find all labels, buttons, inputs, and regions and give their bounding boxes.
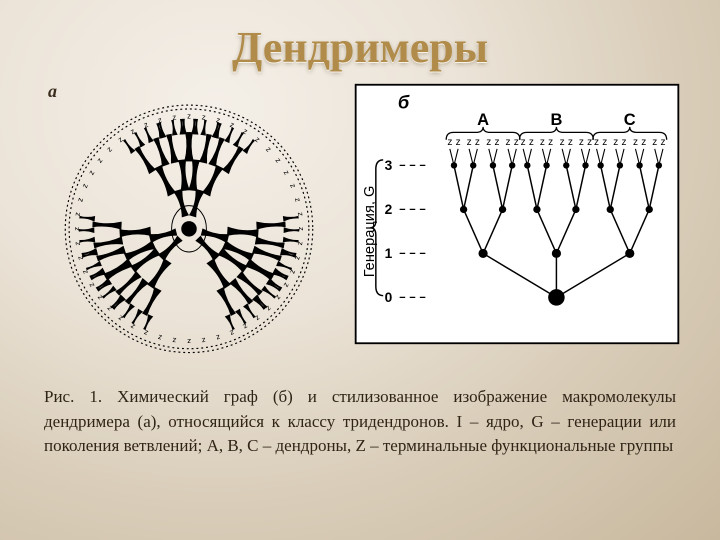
svg-text:z: z [187,112,191,121]
svg-text:z: z [215,333,221,343]
svg-text:z: z [187,337,191,346]
svg-text:z: z [75,197,85,203]
svg-text:z: z [142,328,149,338]
svg-text:z: z [548,137,553,148]
figure-caption: Рис. 1. Химический граф (б) и стилизован… [44,385,676,459]
svg-text:z: z [293,197,303,203]
svg-text:A: A [477,111,489,129]
svg-text:3: 3 [385,158,393,173]
svg-text:z: z [579,137,584,148]
panel-a: а zzzzzzzzzzzzzzzzzzzzzzzzzzzzzzzzzzzzzz… [44,79,334,369]
svg-text:z: z [105,145,114,154]
svg-text:z: z [587,137,592,148]
svg-text:z: z [560,137,565,148]
svg-text:z: z [594,137,599,148]
svg-text:z: z [506,137,511,148]
svg-text:z: z [568,137,573,148]
svg-text:z: z [282,281,292,289]
svg-text:z: z [613,137,618,148]
svg-text:0: 0 [385,290,393,305]
svg-text:z: z [172,336,177,345]
svg-text:z: z [447,137,452,148]
svg-text:z: z [201,336,206,345]
svg-text:z: z [467,137,472,148]
svg-text:z: z [521,137,526,148]
svg-text:z: z [486,137,491,148]
svg-text:z: z [633,137,638,148]
svg-text:z: z [73,211,82,216]
svg-text:z: z [296,212,305,217]
svg-text:z: z [514,137,519,148]
svg-text:C: C [624,111,636,129]
svg-text:z: z [652,137,657,148]
page-title: Дендримеры [44,22,676,73]
svg-text:z: z [80,182,90,189]
svg-text:z: z [95,156,105,165]
panel-a-label: а [48,81,57,102]
svg-text:z: z [529,137,534,148]
svg-text:z: z [602,137,607,148]
svg-text:б: б [398,92,410,113]
dendrimer-stylized: zzzzzzzzzzzzzzzzzzzzzzzzzzzzzzzzzzzzzzzz… [44,79,334,369]
figure-row: а zzzzzzzzzzzzzzzzzzzzzzzzzzzzzzzzzzzzzz… [44,79,676,369]
svg-text:z: z [621,137,626,148]
svg-text:z: z [540,137,545,148]
svg-text:z: z [253,135,262,145]
svg-text:z: z [456,137,461,148]
svg-text:2: 2 [385,202,393,217]
svg-text:z: z [282,169,292,177]
svg-text:z: z [660,137,665,148]
svg-text:z: z [228,328,235,338]
panel-b: бГенерация, G0123zzzzzzzzzzzzzzzzzzzzzzz… [352,79,682,354]
dendrimer-graph: бГенерация, G0123zzzzzzzzzzzzzzzzzzzzzzz… [352,79,682,349]
svg-text:z: z [87,168,97,176]
svg-text:z: z [264,145,273,154]
svg-text:z: z [274,156,284,165]
svg-text:z: z [641,137,646,148]
svg-text:1: 1 [385,246,393,261]
svg-text:z: z [288,182,298,189]
svg-text:z: z [475,137,480,148]
svg-text:B: B [550,111,562,129]
svg-text:z: z [495,137,500,148]
svg-text:z: z [87,281,97,289]
svg-text:z: z [116,313,125,323]
svg-text:z: z [253,313,262,323]
svg-text:z: z [116,135,125,145]
svg-text:z: z [157,333,163,343]
svg-text:z: z [288,268,298,275]
